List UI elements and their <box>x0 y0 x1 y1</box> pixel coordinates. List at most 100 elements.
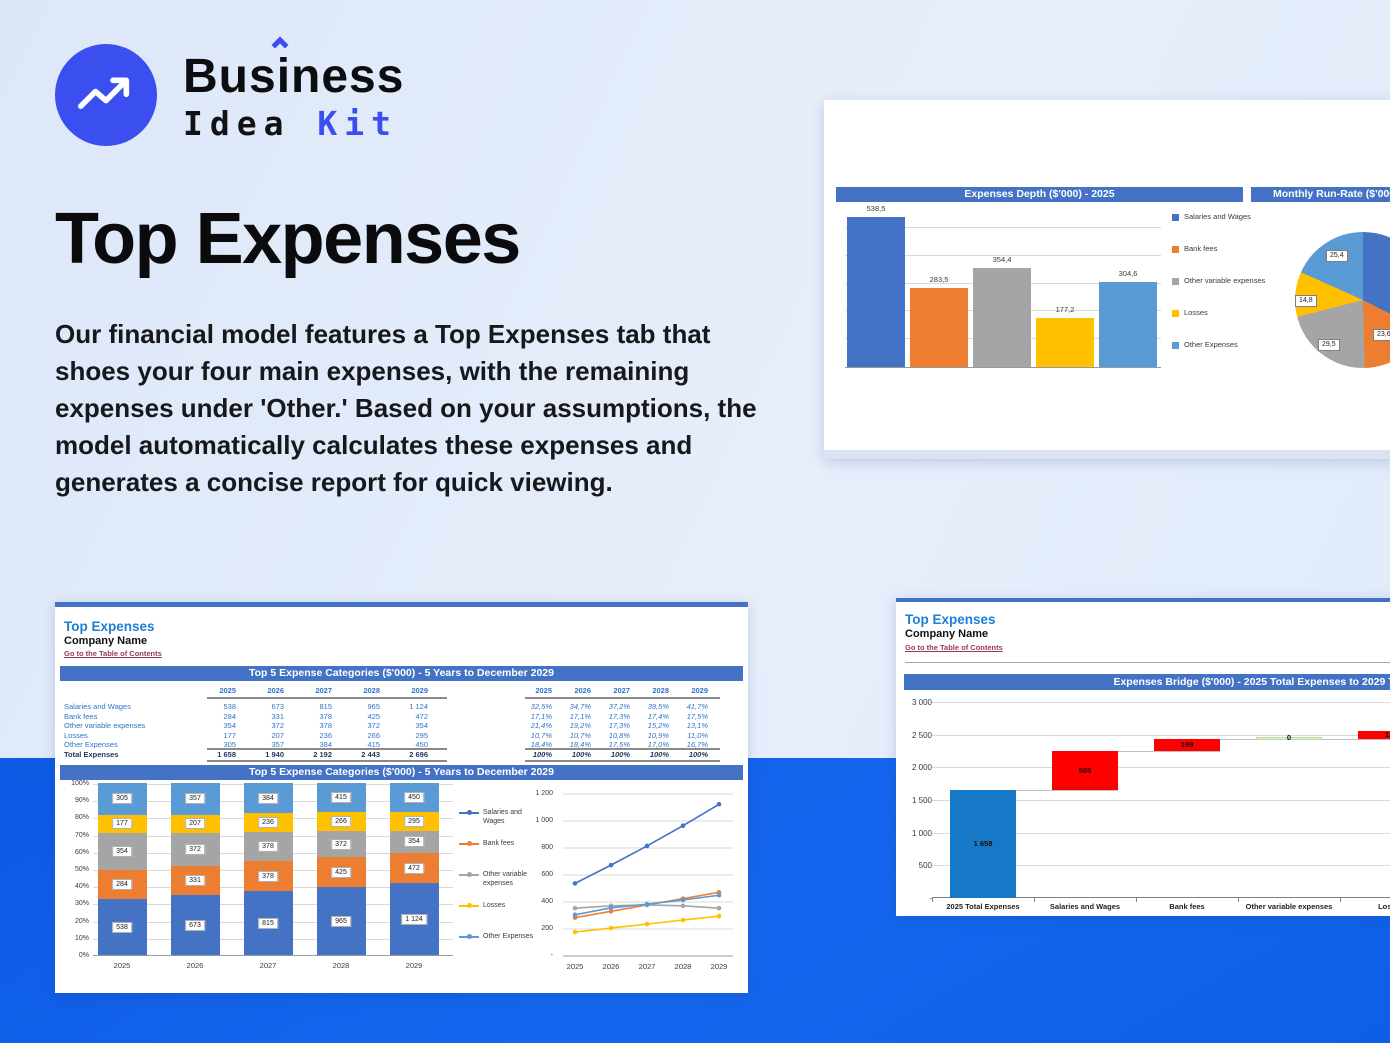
row-label: Salaries and Wages <box>64 702 131 711</box>
stacked-column: 815 378 378 236 384 <box>243 783 293 955</box>
data-point <box>716 913 722 919</box>
axis-tick <box>1238 898 1239 902</box>
data-point <box>608 905 614 911</box>
gridline <box>845 254 1161 256</box>
segment-label: 450 <box>404 791 424 803</box>
legend-item: Losses <box>459 901 505 910</box>
year-header-row: 2025 2026 2027 2028 2029 2025 2026 2027 2028 2029 <box>55 686 748 695</box>
x-axis-label: 2026 <box>186 961 204 970</box>
x-axis-label: 2029 <box>405 961 423 970</box>
y-tick-label: 400 <box>541 898 553 905</box>
data-point <box>608 909 614 914</box>
x-axis-label: 2028 <box>332 961 350 970</box>
legend-line-marker <box>459 870 479 879</box>
waterfall-zero-bar <box>1256 737 1322 741</box>
cell-value: 425 <box>367 711 380 721</box>
table-of-contents-link[interactable]: Go to the Table of Contents <box>64 649 162 658</box>
table-of-contents-link[interactable]: Go to the Table of Contents <box>905 643 1003 652</box>
cell-value: 378 <box>319 721 332 730</box>
table-row: Total Expenses 1 658 1 940 2 192 2 443 2 696 1… <box>55 750 748 759</box>
header-underline <box>207 697 447 699</box>
year-header: 2025 <box>535 686 552 695</box>
legend-dot <box>467 903 472 908</box>
legend-dot <box>467 810 472 815</box>
cell-value: 295 <box>415 730 428 740</box>
screenshot-top5-card: Top Expenses Company Name Go to the Tabl… <box>55 602 748 993</box>
year-header: 2026 <box>267 686 284 695</box>
y-tick-label: 90% <box>74 797 89 805</box>
sheet-top-strip <box>896 598 1390 602</box>
cell-pct: 17,5% <box>686 711 708 721</box>
legend-swatch <box>1172 278 1179 285</box>
legend-swatch <box>1172 246 1179 253</box>
segment-label: 965 <box>331 915 351 927</box>
y-tick-label: 500 <box>918 861 932 871</box>
y-tick-label: 800 <box>541 844 553 851</box>
bar-3 <box>1036 317 1094 367</box>
x-axis-label: 2025 <box>566 962 584 971</box>
header-underline <box>525 697 720 699</box>
segment-label: 305 <box>112 793 132 805</box>
cell-value: 2 443 <box>361 750 380 759</box>
cell-pct: 100% <box>688 750 708 759</box>
cell-pct: 17,0% <box>647 740 669 749</box>
cell-value: 207 <box>271 730 284 740</box>
y-tick-label: 2 500 <box>911 730 932 740</box>
spacer <box>439 721 517 730</box>
screenshot-expenses-depth-card: Expenses Depth ($'000) - 2025 Monthly Ru… <box>824 100 1390 459</box>
year-header: 2027 <box>613 686 630 695</box>
cell-pct: 10,8% <box>608 730 630 740</box>
data-point <box>572 905 578 911</box>
legend-line-marker <box>459 932 479 941</box>
cell-value: 331 <box>271 711 284 721</box>
bar-value-label: 538,5 <box>866 204 886 214</box>
year-header: 2028 <box>363 686 380 695</box>
y-tick-label: 40% <box>74 883 89 891</box>
segment-label: 472 <box>404 862 424 874</box>
page-description: Our financial model features a Top Expen… <box>55 319 757 497</box>
waterfall-category-label: 2025 Total Expenses <box>946 902 1020 911</box>
cell-value: 1 124 <box>409 702 428 711</box>
waterfall-connector <box>1322 739 1390 741</box>
cell-value: 965 <box>367 702 380 711</box>
cell-pct: 17,3% <box>608 721 630 730</box>
segment-label: 372 <box>331 838 351 850</box>
cell-pct: 100% <box>649 750 669 759</box>
cell-pct: 13,1% <box>686 721 708 730</box>
cell-value: 372 <box>367 721 380 730</box>
segment-label: 284 <box>112 878 132 890</box>
waterfall-category-label: Salaries and Wages <box>1049 902 1121 911</box>
spacer <box>439 712 517 721</box>
x-axis-label: 2025 <box>113 961 131 970</box>
brand-text: Busi ness Idea Kit <box>183 36 404 146</box>
stacked-column: 673 331 372 207 357 <box>170 783 220 955</box>
data-point <box>716 892 722 898</box>
waterfall-value-label: 0 <box>1286 733 1292 743</box>
year-header: 2029 <box>691 686 708 695</box>
divider-rule <box>905 662 1390 663</box>
cell-pct: 17,1% <box>530 711 552 721</box>
legend-label: Losses <box>1184 308 1208 317</box>
screenshot-expenses-bridge-card: Top Expenses Company Name Go to the Tabl… <box>896 598 1390 916</box>
segment-label: 673 <box>185 919 205 931</box>
segment-label: 815 <box>258 917 278 929</box>
cell-value: 372 <box>271 721 284 730</box>
cell-pct: 21,4% <box>530 721 552 730</box>
y-tick-label: 600 <box>541 871 553 878</box>
legend-swatch <box>1172 342 1179 349</box>
bar-0 <box>847 217 905 367</box>
segment-label: 378 <box>258 841 278 853</box>
gridline <box>932 767 1390 769</box>
y-tick-label: 80% <box>74 814 89 822</box>
legend-label: Salaries and Wages <box>483 809 522 826</box>
segment-label: 425 <box>331 866 351 878</box>
data-point <box>644 901 650 907</box>
row-label: Other Expenses <box>64 740 118 749</box>
cell-value: 357 <box>271 740 284 749</box>
legend-label: Losses <box>483 902 506 909</box>
waterfall-connector <box>1016 789 1118 791</box>
legend-label: Other Expenses <box>1184 340 1238 349</box>
data-point <box>608 925 614 931</box>
cell-value: 236 <box>319 730 332 740</box>
segment-label: 357 <box>185 793 205 805</box>
